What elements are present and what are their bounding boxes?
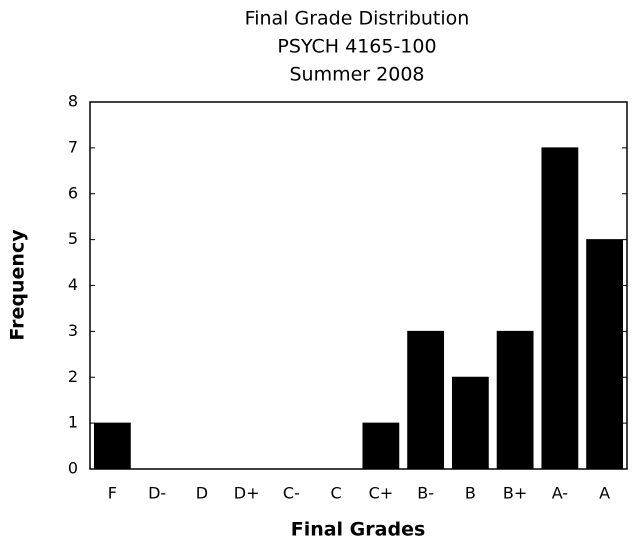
y-tick-label: 1 [68, 413, 78, 432]
x-tick-label: A [599, 484, 610, 503]
bar [407, 330, 445, 470]
y-axis-label: Frequency [7, 229, 29, 341]
y-tick-label: 2 [68, 367, 78, 386]
bar [541, 147, 579, 470]
bar [496, 330, 534, 470]
y-tick-label: 0 [68, 459, 78, 478]
x-tick-label: C- [283, 484, 300, 503]
x-tick-label: B- [417, 484, 434, 503]
chart-subtitle: Summer 2008 [289, 64, 424, 86]
x-tick-label: C+ [369, 484, 394, 503]
x-tick-label: D+ [234, 484, 260, 503]
bar [362, 422, 400, 470]
y-tick-label: 7 [68, 137, 78, 156]
y-tick-label: 6 [68, 183, 78, 202]
chart-subtitle: PSYCH 4165-100 [277, 36, 436, 58]
chart-title: Final Grade Distribution [245, 8, 470, 30]
x-axis-label: Final Grades [291, 519, 426, 541]
x-tick-label: A- [552, 484, 568, 503]
bar [586, 239, 624, 470]
x-tick-label: F [108, 484, 117, 503]
x-tick-label: D- [148, 484, 166, 503]
y-tick-label: 3 [68, 321, 78, 340]
bar [451, 376, 489, 470]
y-tick-label: 8 [68, 92, 78, 111]
bar [93, 422, 131, 470]
x-tick-label: B [465, 484, 476, 503]
x-tick-label: D [196, 484, 208, 503]
y-tick-label: 5 [68, 229, 78, 248]
x-tick-label: C [331, 484, 342, 503]
x-tick-label: B+ [503, 484, 527, 503]
y-tick-label: 4 [68, 275, 78, 294]
